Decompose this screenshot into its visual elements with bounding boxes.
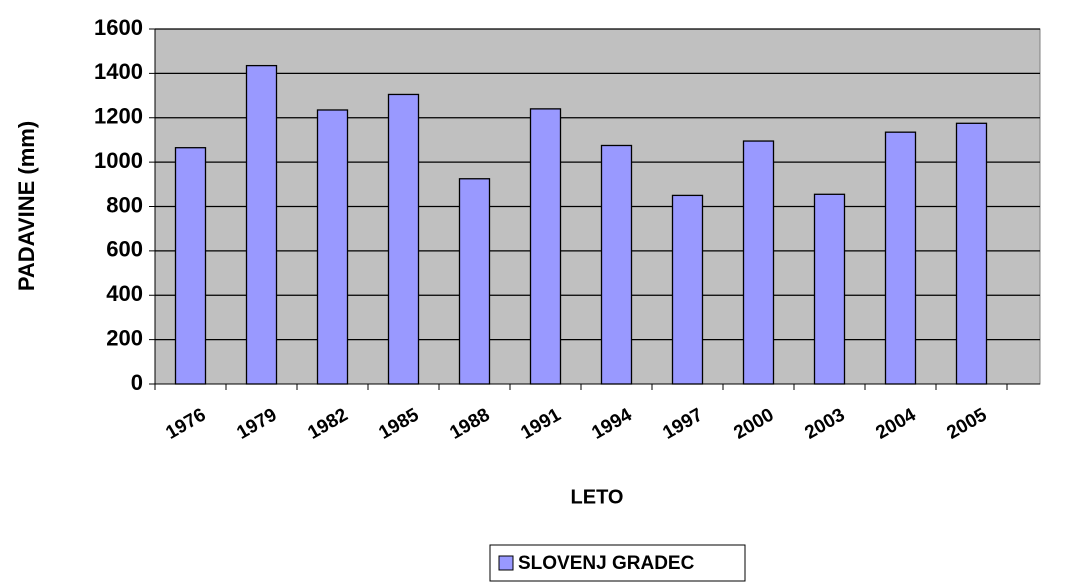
bar <box>742 140 775 385</box>
bar <box>671 194 704 385</box>
x-tick-label: 1976 <box>162 404 209 443</box>
y-tick-label: 800 <box>106 192 143 217</box>
y-tick-label: 400 <box>106 281 143 306</box>
y-tick-label: 0 <box>131 370 143 395</box>
y-tick-label: 600 <box>106 237 143 262</box>
x-tick-label: 1988 <box>446 404 493 443</box>
y-tick-label: 200 <box>106 325 143 350</box>
bar <box>316 109 349 385</box>
bar <box>458 178 491 385</box>
x-axis-title: LETO <box>571 486 624 508</box>
x-tick-label: 1991 <box>517 404 564 444</box>
x-tick-label: 2005 <box>943 404 990 444</box>
bar <box>529 108 562 385</box>
bar <box>174 147 207 385</box>
legend-label: SLOVENJ GRADEC <box>518 553 695 574</box>
x-tick-label: 2003 <box>801 404 848 443</box>
legend: SLOVENJ GRADEC <box>489 544 746 582</box>
y-tick-label: 1400 <box>94 59 143 84</box>
y-tick-label: 1200 <box>94 104 143 129</box>
y-tick-label: 1600 <box>94 15 143 40</box>
x-tick-label: 1979 <box>233 404 280 443</box>
legend-swatch <box>498 555 514 571</box>
bar <box>245 64 278 385</box>
x-tick-label: 2004 <box>872 404 919 444</box>
x-tick-label: 1985 <box>375 404 422 444</box>
bar <box>955 122 988 385</box>
bar <box>387 93 420 385</box>
x-tick-label: 2000 <box>730 404 777 443</box>
x-tick-label: 1994 <box>588 404 635 444</box>
bar <box>884 131 917 385</box>
x-tick-label: 1982 <box>304 404 351 443</box>
bar <box>600 144 633 385</box>
bar <box>813 193 846 385</box>
legend-box <box>489 544 746 582</box>
y-tick-label: 1000 <box>94 148 143 173</box>
y-axis-title: PADAVINE (mm) <box>14 121 39 291</box>
x-tick-label: 1997 <box>659 404 706 443</box>
